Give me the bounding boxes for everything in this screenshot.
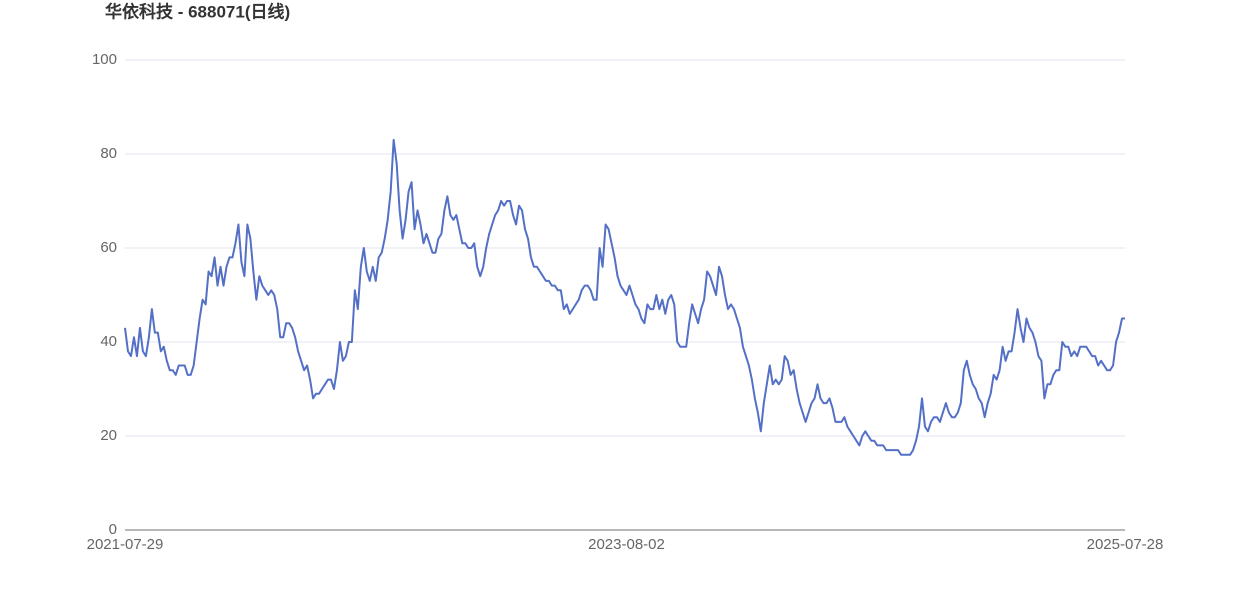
y-tick-label: 40 xyxy=(100,333,117,350)
y-tick-label: 60 xyxy=(100,239,117,256)
y-tick-label: 0 xyxy=(109,521,117,538)
price-line xyxy=(124,138,1125,456)
y-tick-label: 100 xyxy=(92,51,117,68)
y-tick-label: 20 xyxy=(100,427,117,444)
y-tick-label: 80 xyxy=(100,145,117,162)
chart-title: 华依科技 - 688071(日线) xyxy=(105,1,290,21)
x-tick-label: 2025-07-28 xyxy=(1087,536,1164,553)
x-tick-label: 2021-07-29 xyxy=(87,536,164,553)
x-tick-label: 2023-08-02 xyxy=(588,536,665,553)
